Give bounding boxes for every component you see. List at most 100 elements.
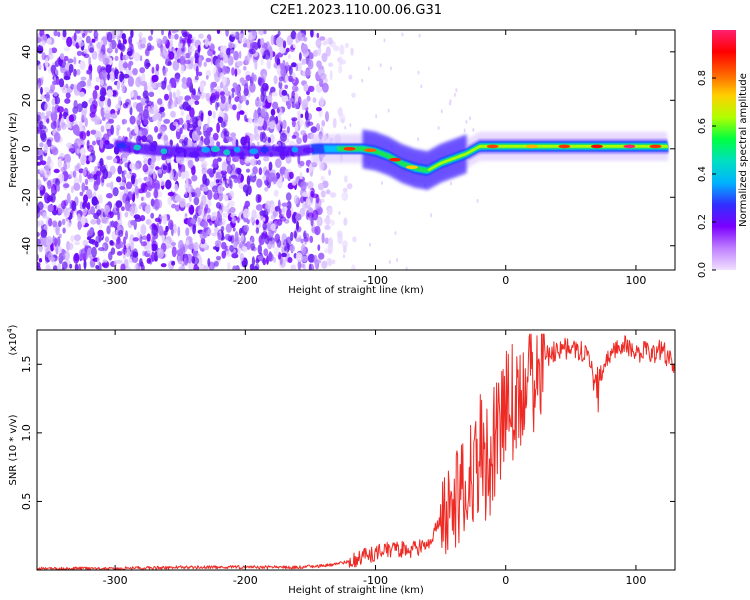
- noise-cell: [220, 170, 228, 176]
- noise-cell: [308, 216, 313, 221]
- noise-cell: [140, 224, 147, 236]
- noise-cell: [140, 97, 147, 103]
- noise-cell: [142, 90, 149, 99]
- noise-cell: [240, 95, 247, 102]
- noise-cell: [89, 47, 94, 53]
- x-tick-label: -100: [363, 574, 388, 587]
- noise-cell: [99, 157, 104, 167]
- snr-frame: [36, 329, 676, 571]
- noise-cell: [52, 220, 58, 228]
- noise-cell: [237, 102, 242, 111]
- noise-cell: [131, 187, 135, 195]
- noise-cell: [212, 158, 219, 169]
- noise-cell: [66, 142, 73, 149]
- noise-cell: [174, 33, 179, 40]
- noise-cell: [119, 44, 126, 52]
- noise-cell: [82, 239, 89, 247]
- snr-x-axis-label: Height of straight line (km): [288, 585, 424, 596]
- noise-cell: [271, 108, 275, 116]
- noise-cell: [151, 251, 155, 262]
- noise-cell: [169, 38, 173, 47]
- noise-cell: [97, 229, 104, 237]
- noise-cell: [114, 30, 121, 37]
- noise-cell: [305, 197, 311, 206]
- noise-cell: [310, 190, 315, 198]
- snr-plot-area: [37, 330, 675, 570]
- noise-cell: [118, 60, 126, 71]
- noise-cell: [99, 78, 104, 86]
- noise-cell: [121, 83, 126, 94]
- noise-cell: [299, 171, 303, 181]
- colorbar-tick-label: 0.0: [697, 262, 708, 278]
- noise-cell: [262, 175, 267, 181]
- noise-cell: [182, 101, 189, 111]
- noise-cell: [45, 247, 52, 258]
- noise-cell: [106, 31, 113, 43]
- noise-cell: [73, 32, 77, 42]
- noise-cell: [37, 114, 41, 121]
- noise-cell: [95, 76, 100, 83]
- noise-cell: [81, 182, 86, 193]
- noise-cell: [259, 210, 266, 217]
- y-tick-label: -20: [20, 188, 33, 206]
- noise-cell: [139, 261, 144, 267]
- noise-cell: [301, 256, 308, 263]
- noise-cell: [143, 119, 149, 126]
- noise-cell: [47, 204, 54, 213]
- noise-cell: [51, 98, 56, 106]
- noise-cell: [300, 243, 306, 255]
- noise-cell: [212, 132, 219, 141]
- noise-cell: [146, 257, 152, 264]
- noise-cell: [323, 217, 331, 225]
- noise-cell: [119, 181, 126, 187]
- noise-cell: [80, 248, 87, 259]
- noise-cell: [328, 237, 333, 248]
- noise-cell: [217, 184, 224, 194]
- noise-cell: [157, 190, 163, 198]
- noise-cell: [114, 47, 118, 54]
- noise-cell: [247, 117, 253, 124]
- noise-cell: [148, 91, 155, 98]
- noise-cell: [122, 73, 130, 79]
- noise-cell: [257, 125, 265, 131]
- noise-cell: [113, 259, 117, 269]
- noise-cell: [70, 209, 74, 215]
- noise-cell: [190, 116, 196, 124]
- noise-cell: [244, 83, 249, 93]
- noise-cell: [150, 212, 155, 219]
- noise-cell: [141, 235, 149, 240]
- noise-cell: [145, 218, 152, 225]
- noise-cell: [152, 171, 156, 180]
- noise-cell: [89, 112, 96, 118]
- noise-cell: [275, 158, 282, 169]
- noise-cell: [70, 186, 74, 194]
- noise-cell: [151, 74, 159, 83]
- noise-cell: [262, 222, 268, 231]
- noise-cell: [58, 245, 62, 256]
- noise-cell: [189, 192, 192, 203]
- noise-cell: [102, 57, 110, 65]
- noise-cell: [130, 219, 137, 226]
- noise-cell: [45, 264, 51, 270]
- noise-cell: [146, 42, 152, 52]
- noise-cell: [455, 88, 458, 93]
- y-tick-label: 40: [20, 45, 33, 59]
- noise-cell: [48, 217, 53, 227]
- noise-cell: [127, 47, 133, 54]
- noise-cell: [162, 214, 168, 225]
- noise-cell: [286, 126, 290, 134]
- noise-cell: [91, 50, 98, 60]
- noise-cell: [257, 116, 264, 127]
- noise-cell: [197, 44, 201, 54]
- noise-cell: [255, 227, 260, 234]
- noise-cell: [315, 38, 322, 48]
- noise-cell: [206, 198, 212, 208]
- noise-cell: [186, 77, 193, 88]
- noise-cell: [420, 84, 423, 89]
- noise-cell: [188, 99, 196, 104]
- noise-cell: [300, 238, 304, 244]
- noise-cell: [296, 110, 301, 117]
- noise-cell: [285, 236, 292, 246]
- noise-cell: [267, 94, 273, 104]
- noise-cell: [184, 31, 190, 40]
